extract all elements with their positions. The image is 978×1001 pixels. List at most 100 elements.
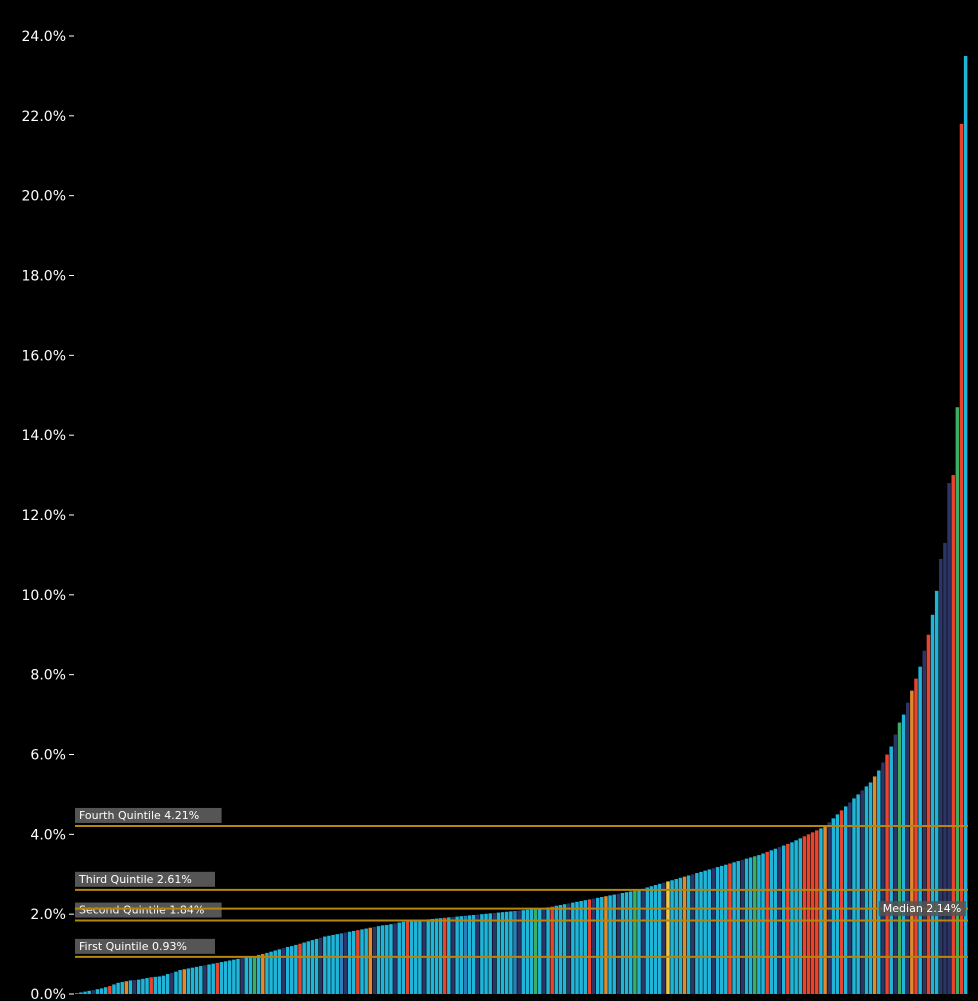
bar	[186, 968, 191, 994]
bar	[302, 942, 306, 994]
bar	[736, 861, 740, 994]
bar	[757, 855, 761, 994]
bar	[174, 971, 178, 994]
bar	[877, 770, 881, 994]
reference-label-text: Third Quintile 2.61%	[78, 873, 192, 886]
bar	[343, 932, 348, 994]
bar	[223, 961, 228, 994]
bar	[182, 969, 186, 994]
reference-label: First Quintile 0.93%	[75, 938, 215, 954]
bar	[331, 934, 335, 994]
bar	[707, 869, 712, 994]
y-axis: 0.0% 2.0% 4.0% 6.0% 8.0% 10.0% 12.0% 14.0% 16.0%…	[22, 29, 74, 1001]
bar	[447, 917, 451, 994]
bar	[199, 966, 203, 994]
bar	[294, 944, 298, 994]
bar	[666, 881, 670, 994]
bars-group	[75, 55, 968, 995]
bar	[595, 897, 600, 994]
bar	[310, 940, 315, 994]
bar	[95, 989, 100, 994]
bar	[157, 976, 162, 994]
bar	[153, 976, 158, 994]
bar	[542, 908, 546, 994]
bar	[823, 825, 827, 994]
bar	[848, 802, 852, 994]
bar	[496, 912, 501, 994]
bar	[211, 963, 215, 994]
y-tick-label: 16.0%	[22, 348, 66, 364]
reference-label: Median 2.14%	[878, 901, 966, 917]
bar	[248, 956, 253, 994]
bar	[397, 922, 401, 994]
y-tick-label: 22.0%	[22, 109, 66, 125]
bar	[662, 882, 666, 994]
bar	[715, 867, 720, 994]
bar	[695, 873, 699, 994]
bar	[389, 924, 393, 994]
bar	[633, 890, 637, 994]
bar	[137, 979, 141, 994]
bar	[885, 754, 889, 994]
bar	[455, 916, 459, 994]
bar	[798, 838, 803, 994]
bar	[765, 851, 769, 994]
reference-label-bg	[75, 871, 215, 887]
bar	[504, 911, 509, 994]
bar	[244, 957, 249, 994]
bar	[819, 828, 823, 994]
bar	[616, 893, 621, 994]
y-tick-label: 18.0%	[22, 269, 66, 285]
bar	[347, 931, 352, 994]
y-tick-label: 8.0%	[30, 668, 66, 684]
bar	[533, 908, 538, 994]
bar	[839, 810, 844, 994]
bar	[657, 883, 662, 994]
bar	[463, 915, 468, 994]
bar	[881, 762, 885, 994]
bar	[393, 923, 397, 994]
bar	[380, 925, 385, 994]
bar	[810, 832, 815, 994]
bar	[227, 960, 232, 994]
bar	[786, 843, 790, 994]
bar	[484, 913, 488, 994]
bar	[930, 614, 935, 994]
bar	[99, 988, 104, 994]
bar	[509, 911, 513, 994]
bar	[678, 877, 683, 994]
bar	[612, 894, 616, 994]
bar	[724, 864, 728, 994]
reference-label: Second Quintile 1.84%	[75, 902, 222, 918]
bar	[236, 958, 240, 994]
bar	[306, 941, 311, 994]
bar	[112, 984, 116, 994]
bar	[860, 790, 865, 994]
bar	[591, 898, 596, 994]
bar	[108, 986, 112, 994]
bar	[740, 859, 745, 994]
bar	[364, 928, 368, 994]
bar	[852, 798, 856, 994]
bar	[546, 907, 550, 994]
bar	[897, 722, 902, 994]
bar	[748, 857, 753, 994]
y-tick-label: 24.0%	[22, 29, 66, 45]
bar	[352, 930, 356, 994]
bar	[753, 856, 757, 994]
bar	[87, 990, 91, 994]
bar	[558, 904, 563, 994]
bar	[943, 542, 947, 994]
bar	[467, 915, 472, 994]
bar	[641, 888, 645, 994]
bar	[951, 475, 955, 995]
bar	[645, 887, 650, 994]
bar	[711, 868, 716, 994]
bar	[699, 871, 703, 994]
bar	[219, 962, 224, 994]
bar	[843, 806, 848, 994]
bar	[889, 746, 893, 994]
bar	[939, 558, 943, 994]
bar	[872, 776, 877, 994]
bar	[488, 913, 492, 994]
